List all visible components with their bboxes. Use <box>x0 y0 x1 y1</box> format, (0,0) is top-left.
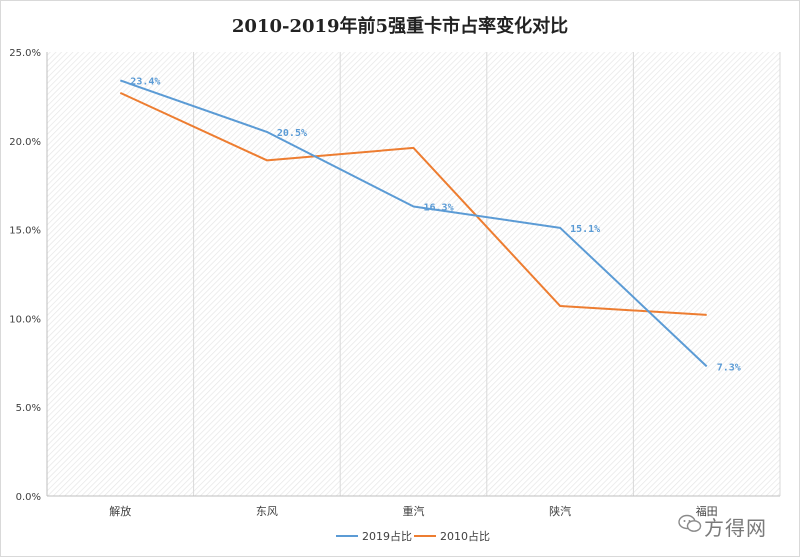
axes: 0.0% 5.0% 10.0% 15.0% 20.0% 25.0% 解放 东风 重汽 陕汽 福田 <box>9 48 780 518</box>
series-line <box>119 91 707 316</box>
wechat-icon <box>678 514 702 532</box>
y-tick-label: 20.0% <box>9 137 41 148</box>
legend-label: 2019占比 <box>362 529 412 543</box>
y-tick-label: 10.0% <box>9 314 41 325</box>
data-label: 15.1% <box>570 224 600 235</box>
watermark-text: 方得网 <box>704 516 767 540</box>
x-tick-label: 解放 <box>109 504 131 518</box>
data-labels: 23.4% 20.5% 16.3% 15.1% 7.3% <box>130 76 740 373</box>
y-tick-label: 15.0% <box>9 226 41 237</box>
y-tick-label: 0.0% <box>16 492 41 503</box>
data-label: 16.3% <box>424 203 454 214</box>
y-tick-label: 25.0% <box>9 48 41 59</box>
y-tick-label: 5.0% <box>16 403 41 414</box>
series-line <box>119 79 708 368</box>
plot-area <box>47 52 780 496</box>
watermark: 方得网 <box>678 510 788 540</box>
data-label: 20.5% <box>277 128 307 139</box>
legend-label: 2010占比 <box>440 529 490 543</box>
x-tick-label: 福田 <box>696 504 718 518</box>
data-label: 23.4% <box>130 76 160 87</box>
legend: 2019占比 2010占比 <box>336 529 490 543</box>
x-tick-label: 重汽 <box>403 504 425 518</box>
data-label: 7.3% <box>717 362 741 373</box>
series-lines <box>119 79 708 368</box>
x-tick-label: 陕汽 <box>549 504 571 518</box>
x-tick-label: 东风 <box>256 505 278 518</box>
chart-title: 2010-2019年前5强重卡市占率变化对比 <box>231 16 569 37</box>
